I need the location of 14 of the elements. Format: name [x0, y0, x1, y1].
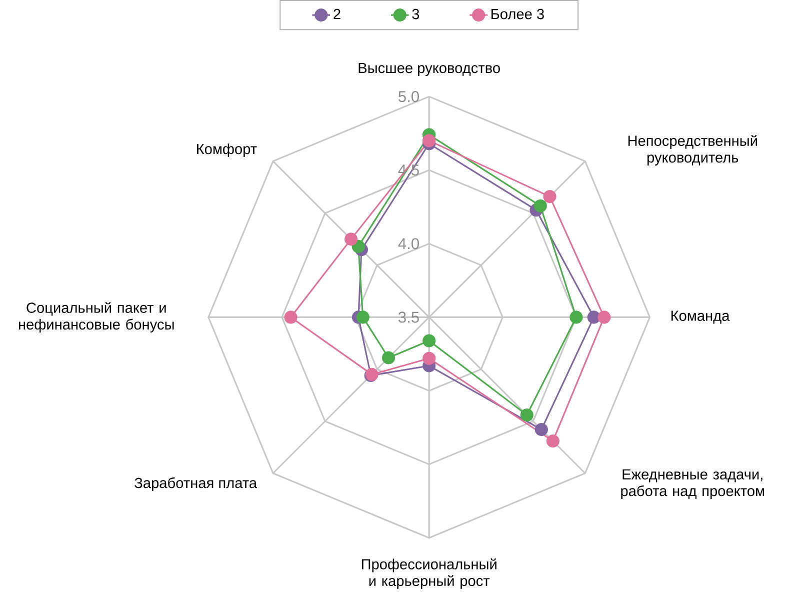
- legend-label: 3: [412, 8, 420, 20]
- legend-label: Более 3: [492, 8, 544, 20]
- spoke-label: Ежедневные задачи, работа над проектом: [621, 469, 764, 500]
- spoke-label: Команда: [671, 310, 730, 324]
- spoke-label: Заработная плата: [134, 477, 258, 492]
- spoke-label: Непосредственный руководитель: [628, 135, 757, 166]
- y-tick-label: 4.0: [398, 238, 419, 250]
- spoke-label: Высшее руководство: [358, 63, 500, 76]
- spoke-label: Социальный пакет и нефинансовые бонусы: [19, 302, 174, 333]
- legend-label: 2: [334, 8, 340, 20]
- y-tick-label: 3.5: [398, 312, 419, 323]
- y-tick-label: 5.0: [398, 91, 419, 102]
- spoke-label: Профессиональный и карьерный рост: [362, 558, 496, 590]
- spoke-label: Комфорт: [197, 144, 257, 158]
